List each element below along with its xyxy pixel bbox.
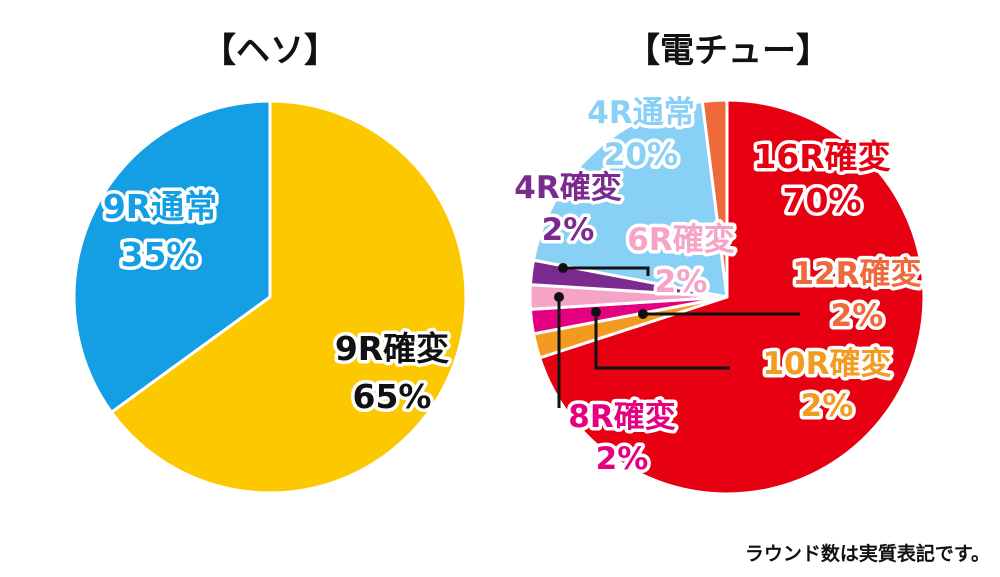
denchu-title: 【電チュー】 (626, 31, 830, 71)
heso-label-9r-kakuhen: 9R確変 (335, 329, 449, 368)
leader-8r-dot (554, 292, 564, 302)
denchu-value-16r-kakuhen: 70% (783, 181, 862, 220)
denchu-value-12r-kakuhen: 2% (831, 298, 884, 334)
denchu-value-8r-kakuhen: 2% (596, 441, 649, 477)
heso-slice-9r-kakuhen (109, 99, 468, 495)
heso-label-9r-tsujo: 9R通常 (103, 187, 217, 226)
heso-slice-9r-tsujo (72, 99, 272, 414)
denchu-label-12r-kakuhen: 12R確変 (792, 256, 921, 292)
heso-title: 【ヘソ】 (202, 31, 338, 71)
denchu-label-4r-tsujo: 4R通常 (587, 95, 694, 131)
leader-12r-dot (638, 309, 648, 319)
round-note: ラウンド数は実質表記です。 (745, 542, 990, 565)
leader-lines (554, 263, 800, 408)
denchu-slice-4r-tsujo (531, 100, 729, 299)
denchu-value-4r-tsujo: 20% (604, 137, 678, 173)
heso-pie (72, 99, 468, 495)
denchu-label-8r-kakuhen: 8R確変 (568, 399, 675, 435)
denchu-label-6r-kakuhen: 6R確変 (627, 222, 734, 258)
denchu-value-10r-kakuhen: 2% (801, 388, 854, 424)
heso-value-9r-kakuhen: 65% (353, 377, 432, 416)
leader-10r-dot (591, 307, 601, 317)
denchu-label-10r-kakuhen: 10R確変 (762, 346, 891, 382)
denchu-slice-12r-kakuhen (700, 98, 729, 299)
denchu-label-16r-kakuhen: 16R確変 (753, 137, 890, 176)
heso-value-9r-tsujo: 35% (121, 235, 200, 274)
leader-6r (563, 266, 650, 276)
denchu-slice-16r-kakuhen (538, 98, 926, 496)
denchu-value-6r-kakuhen: 2% (655, 264, 708, 300)
denchu-value-4r-kakuhen: 2% (542, 212, 595, 248)
slice-labels: 9R確変 65% 9R通常 35% 16R確変 70% 10R確変 2% 8R確変 2% 6R確変 2… (99, 92, 925, 481)
leader-6r-dot (558, 263, 568, 273)
denchu-label-4r-kakuhen: 4R確変 (514, 170, 621, 206)
leader-10r (594, 312, 730, 370)
